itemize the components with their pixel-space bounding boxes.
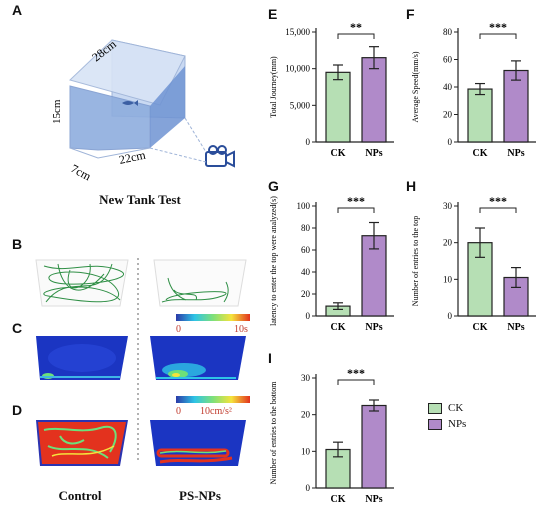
heatmap-time-treated [150,336,246,380]
chart-h-significance-bracket [479,207,517,213]
chart-i-ytick-label: 30 [301,373,311,383]
fish-icon [122,100,138,106]
chart-e-significance-bracket [337,33,375,39]
chart-f-ylabel: Average Speed(mm/s) [411,51,420,122]
chart-h-significance-label: *** [489,194,507,208]
panel-label-d: D [12,402,23,418]
trajectory-control [35,259,129,307]
group-label-treated: PS-NPs [179,488,221,503]
chart-i-ylabel: Number of entries to the bottom [269,381,278,485]
heatmap-speed-treated [150,420,246,466]
colorbar-time-min: 0 [176,324,181,335]
chart-f-ytick-label: 80 [443,27,453,37]
chart-e-ytick-label: 10,000 [285,64,310,74]
chart-entries-bottom: Number of entries to the bottom 0 10 20 30 CK… [269,366,394,505]
chart-e-significance-label: ** [350,20,362,34]
chart-average-speed: Average Speed(mm/s) 0 20 40 60 80 CK NPs *** [411,20,536,159]
chart-g-ytick-label: 100 [297,201,311,211]
chart-entries-top: Number of entries to the top 0 10 20 30 CK NPs… [411,194,536,333]
chart-f-significance-label: *** [489,20,507,34]
chart-e-bar-ck [325,71,351,143]
tank-top-face [69,39,186,106]
legend-item-nps: NPs [428,418,466,430]
colorbar-speed-min: 0 [176,406,181,417]
panel-label-a: A [12,2,23,18]
legend-item-ck: CK [428,402,466,414]
colorbar-time [176,314,250,321]
chart-f-ytick-label: 60 [443,55,453,65]
legend-label-ck: CK [448,402,464,414]
chart-i-ytick-label: 20 [301,410,311,420]
dim-height-label: 15cm [51,99,63,124]
chart-e-ytick-label: 0 [306,137,311,147]
chart-h-xtick-label: CK [473,322,488,333]
panel-label-h: H [406,178,417,194]
chart-f-ytick-label: 40 [443,82,453,92]
chart-g-ytick-label: 20 [301,289,311,299]
dim-depth-label: 7cm [69,161,94,183]
behavior-maps: 0 10s 0 10cm/s² [35,258,250,466]
chart-i-ytick-label: 0 [306,483,311,493]
tank-diagram: 28cm 15cm 22cm 7cm [51,37,235,184]
trajectory-treated [153,259,247,307]
group-label-control: Control [58,488,102,503]
heatmap-speed-control [36,420,128,466]
chart-i-xtick-label: NPs [365,494,382,505]
chart-total-journey: Total Journey(mm) 0 5,000 10,000 15,000 CK NPs… [269,20,394,159]
chart-g-ylabel: latency to enter the top were analyzed(s… [269,196,278,326]
chart-i-significance-label: *** [347,366,365,380]
tank-title: New Tank Test [99,192,181,207]
chart-f-bar-ck [467,88,493,143]
chart-i-ytick-label: 10 [301,446,311,456]
chart-e-ytick-label: 15,000 [285,27,310,37]
chart-g-significance-label: *** [347,194,365,208]
chart-g-significance-bracket [337,207,375,213]
heatmap-time-control [36,336,128,380]
legend-swatch-ck [428,402,442,414]
chart-g-ytick-label: 60 [301,245,311,255]
camera-icon [205,145,235,168]
chart-i-significance-bracket [337,379,375,385]
chart-h-ytick-label: 10 [443,274,453,284]
panel-label-f: F [406,6,415,22]
chart-f-xtick-label: NPs [507,148,524,159]
tank-side-face [150,66,185,148]
chart-e-bar-nps [361,57,387,143]
chart-e-xtick-label: CK [331,148,346,159]
chart-h-xtick-label: NPs [507,322,524,333]
legend: CK NPs [428,402,466,430]
chart-f-xtick-label: CK [473,148,488,159]
panel-label-c: C [12,320,23,336]
colorbar-speed [176,396,250,403]
chart-i-xtick-label: CK [331,494,346,505]
chart-f-ytick-label: 20 [443,110,453,120]
colorbar-speed-max: 10cm/s² [200,406,232,417]
chart-g-xtick-label: CK [331,322,346,333]
chart-g-xtick-label: NPs [365,322,382,333]
panel-label-e: E [268,6,278,22]
chart-h-ytick-label: 20 [443,238,453,248]
chart-f-bar-nps [503,69,529,143]
chart-f-significance-bracket [479,33,517,39]
chart-e-ytick-label: 5,000 [290,100,311,110]
colorbar-time-max: 10s [234,324,248,335]
legend-swatch-nps [428,418,442,430]
chart-e-ylabel: Total Journey(mm) [269,56,278,118]
panel-label-b: B [12,236,23,252]
chart-latency-top: latency to enter the top were analyzed(s… [269,194,394,333]
chart-i-bar-nps [361,404,387,489]
chart-g-ytick-label: 80 [301,223,311,233]
chart-g-ytick-label: 40 [301,267,311,277]
dim-bottom-label: 22cm [118,148,148,167]
panel-label-i: I [268,350,272,366]
chart-e-xtick-label: NPs [365,148,382,159]
chart-g-ytick-label: 0 [306,311,311,321]
chart-h-ylabel: Number of entries to the top [411,216,420,306]
chart-h-ytick-label: 0 [448,311,453,321]
panel-label-g: G [268,178,279,194]
chart-f-ytick-label: 0 [448,137,453,147]
legend-label-nps: NPs [448,418,467,430]
chart-h-ytick-label: 30 [443,201,453,211]
